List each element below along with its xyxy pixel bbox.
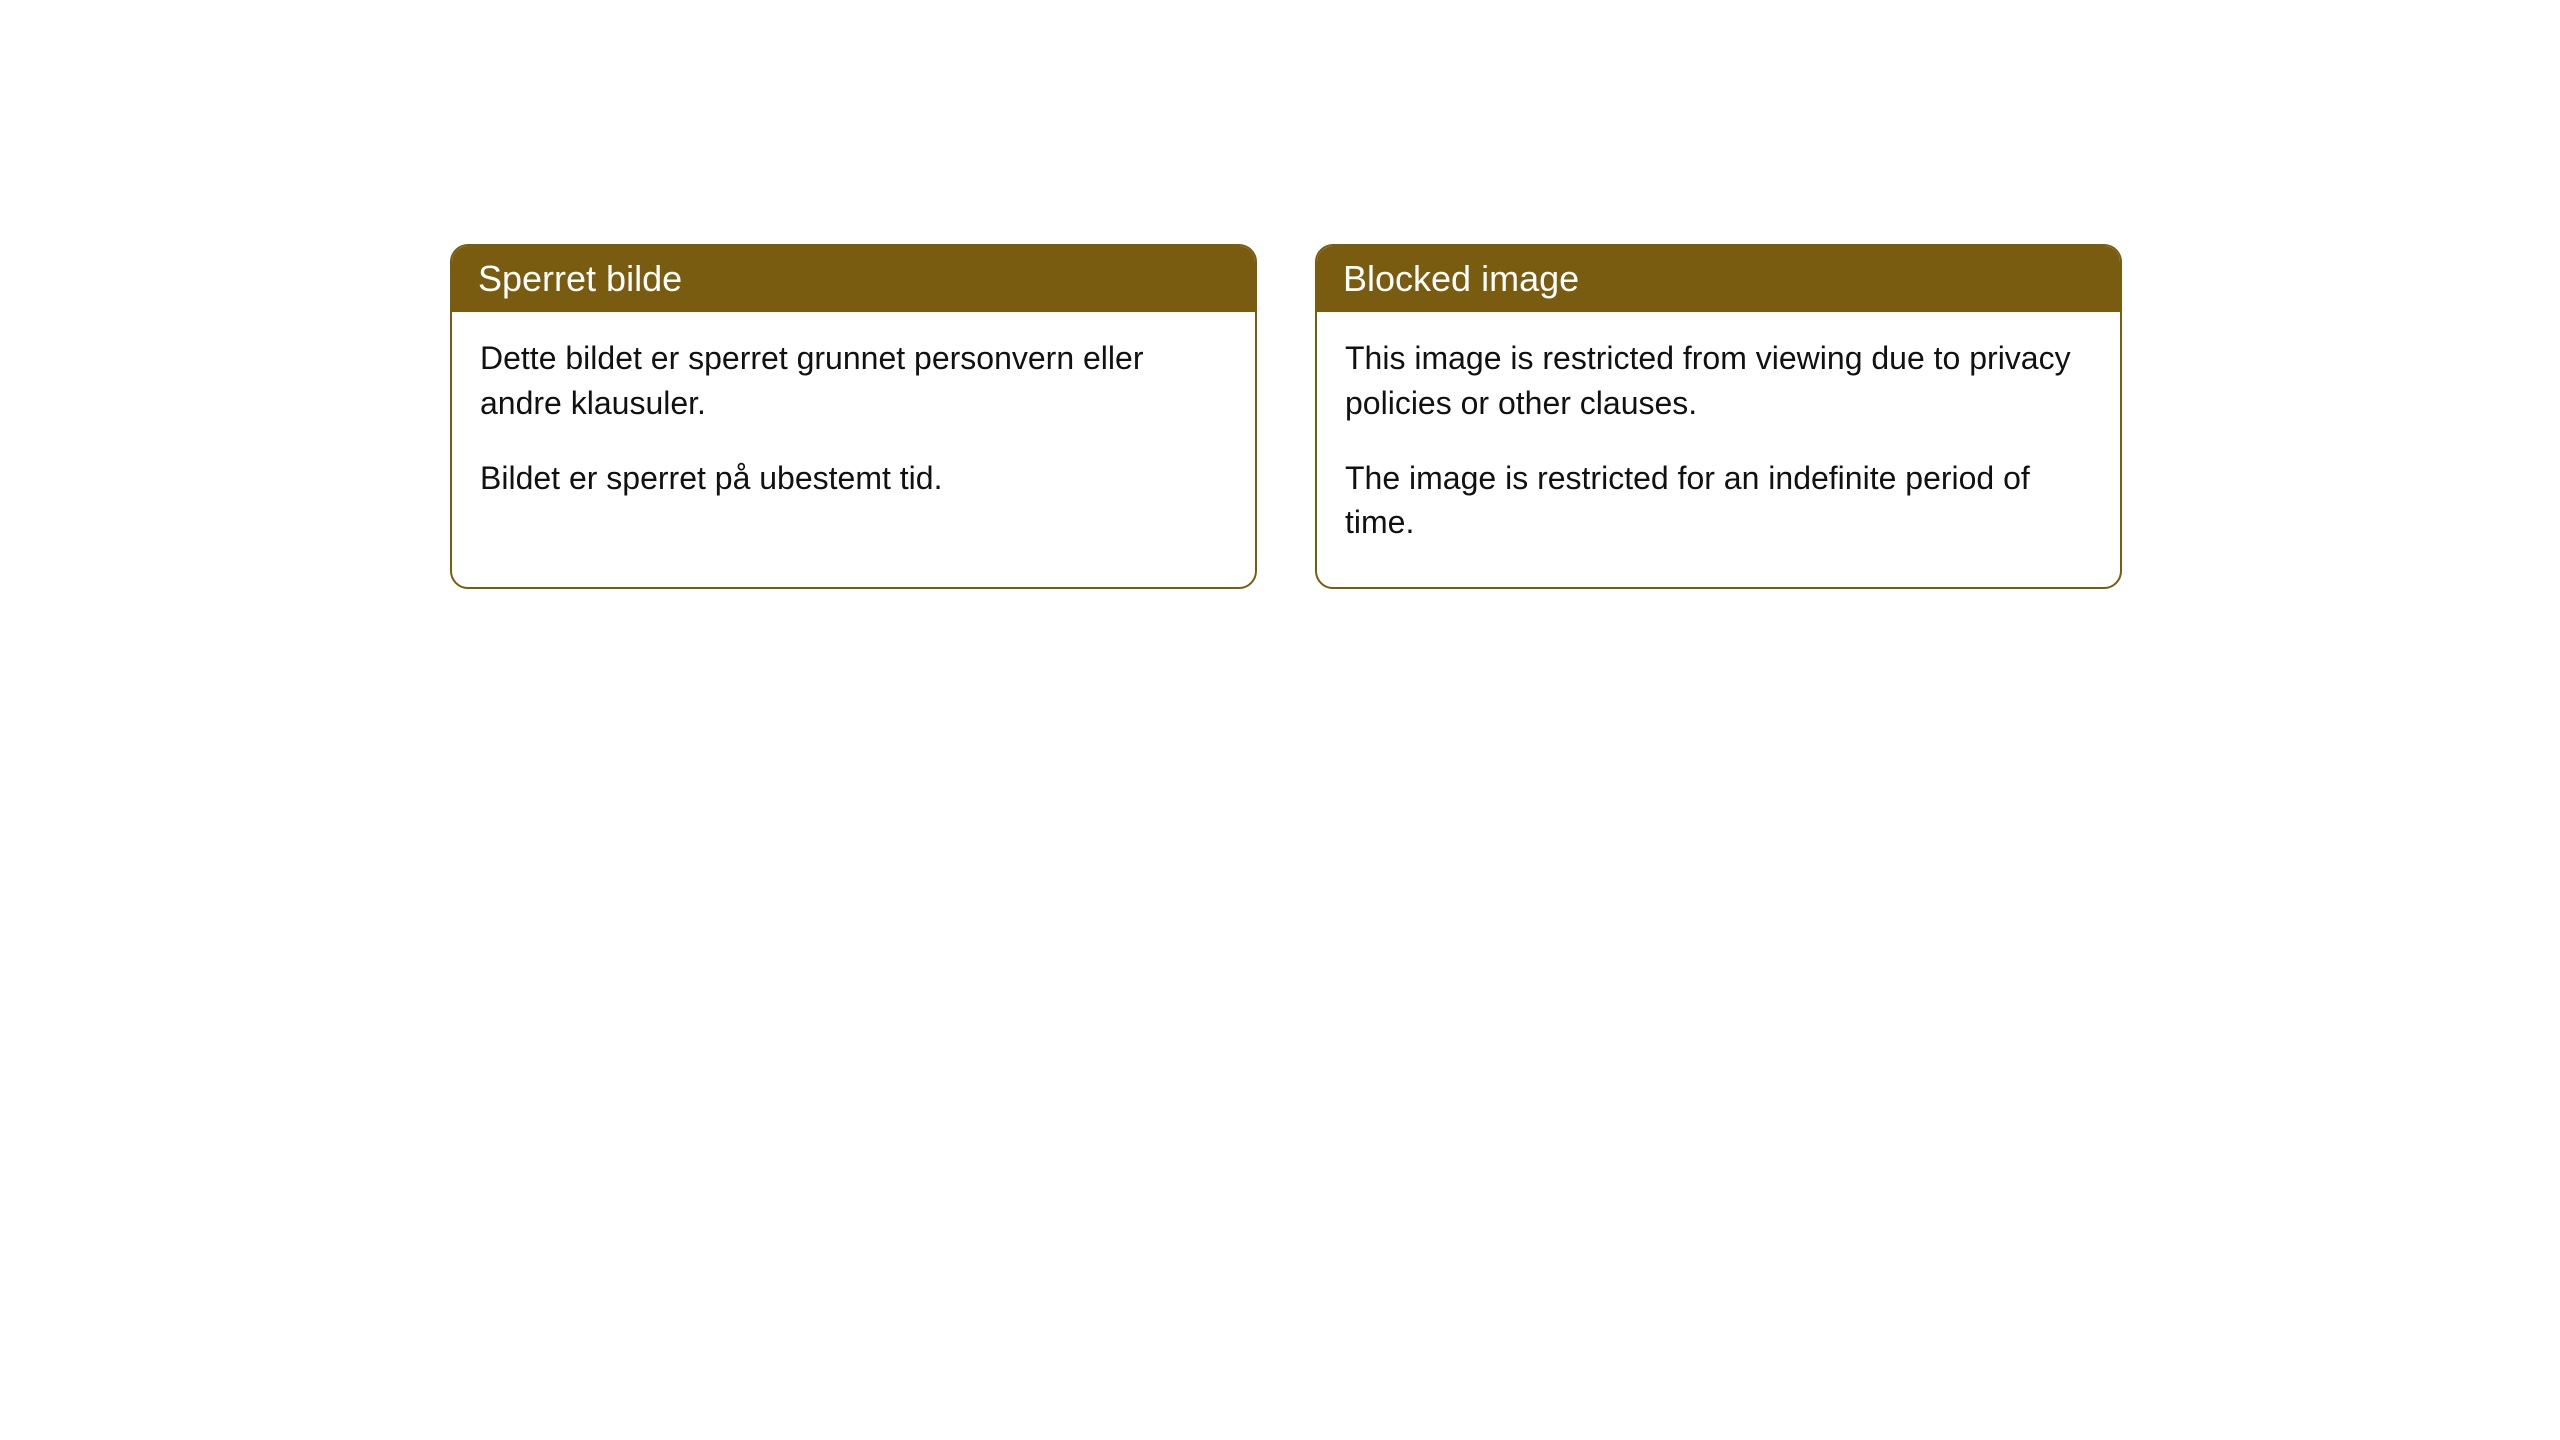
card-title-en: Blocked image	[1343, 258, 1579, 299]
cards-container: Sperret bilde Dette bildet er sperret gr…	[450, 244, 2122, 589]
card-paragraph2-en: The image is restricted for an indefinit…	[1345, 456, 2092, 546]
card-paragraph2-no: Bildet er sperret på ubestemt tid.	[480, 456, 1227, 501]
card-header-en: Blocked image	[1317, 246, 2120, 312]
card-body-en: This image is restricted from viewing du…	[1317, 312, 2120, 587]
card-paragraph1-en: This image is restricted from viewing du…	[1345, 336, 2092, 426]
card-header-no: Sperret bilde	[452, 246, 1255, 312]
card-title-no: Sperret bilde	[478, 258, 682, 299]
card-paragraph1-no: Dette bildet er sperret grunnet personve…	[480, 336, 1227, 426]
card-body-no: Dette bildet er sperret grunnet personve…	[452, 312, 1255, 542]
card-norwegian: Sperret bilde Dette bildet er sperret gr…	[450, 244, 1257, 589]
card-english: Blocked image This image is restricted f…	[1315, 244, 2122, 589]
